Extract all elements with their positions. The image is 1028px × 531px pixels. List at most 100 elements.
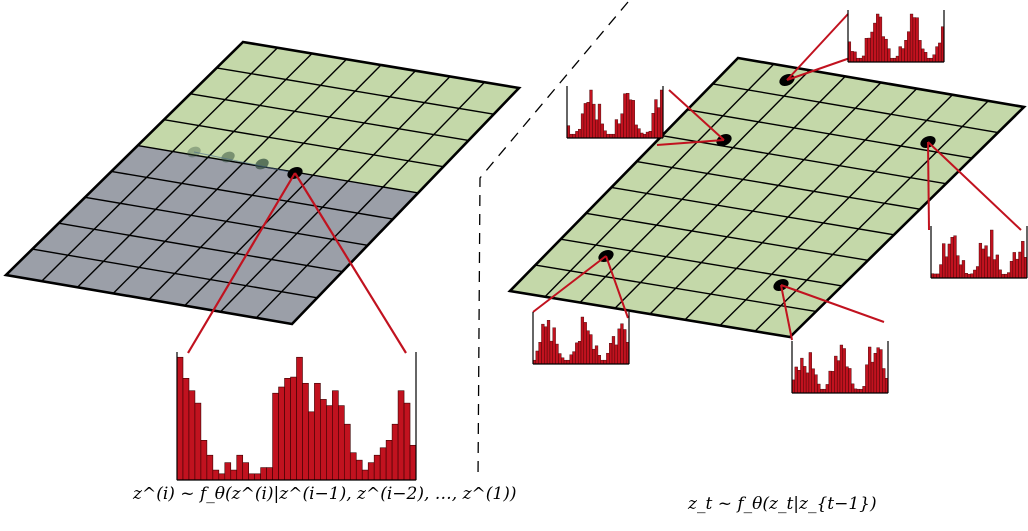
right-histogram-bar — [924, 52, 928, 63]
right-histogram-bar — [825, 384, 829, 394]
left-histogram-bar — [218, 473, 226, 481]
right-histogram-bar — [978, 242, 983, 279]
left-histogram-bar — [403, 402, 411, 481]
right-col-line — [614, 75, 846, 309]
left-histogram-bar — [338, 405, 345, 481]
right-histogram-bar — [546, 320, 551, 365]
right-histogram-bar — [535, 350, 539, 365]
right-histogram-bar — [904, 39, 908, 63]
right-histogram-bar — [909, 13, 914, 63]
right-histogram-bar — [552, 327, 556, 365]
right-histogram-bar — [981, 248, 985, 279]
left-histogram-bar — [242, 462, 250, 481]
right-histogram-bar — [921, 48, 925, 63]
right-histogram-bar — [870, 361, 875, 394]
right-histogram-bar — [578, 128, 582, 139]
right-formula: z_t ~ f_θ(z_t|z_{t−1}) — [688, 494, 877, 514]
right-histogram-bar — [620, 323, 624, 365]
right-histogram-bar — [544, 326, 548, 365]
right-histogram-bar — [592, 348, 596, 365]
right-histogram-bar — [1012, 252, 1016, 279]
right-histogram-bar — [628, 99, 633, 139]
left-histogram-bar — [284, 378, 291, 481]
right-histogram-bar — [654, 99, 658, 139]
right-col-line — [579, 69, 810, 303]
left-histogram-bar — [194, 402, 202, 481]
left-col-line — [148, 64, 382, 300]
right-histogram-bar — [845, 366, 849, 394]
left-trail-line — [193, 151, 291, 173]
right-histogram-bar — [805, 372, 810, 394]
left-col-line — [219, 76, 451, 313]
left-histogram-bar — [248, 473, 255, 481]
left-histogram-bar — [236, 454, 244, 481]
right-histogram-bar — [594, 345, 599, 365]
right-connector-line — [780, 284, 793, 341]
right-histogram-bar — [901, 48, 905, 63]
left-histogram-bar — [188, 390, 196, 481]
right-histogram-bar — [603, 130, 607, 139]
left-histogram-bar — [254, 473, 261, 481]
right-connector-line — [927, 141, 1022, 231]
right-histogram-bar — [623, 329, 627, 365]
right-histogram — [847, 10, 945, 63]
right-histogram-bar — [998, 269, 1002, 279]
right-histogram-bar — [882, 368, 886, 394]
right-histogram-bar — [950, 237, 954, 279]
left-histogram-bar — [206, 454, 214, 481]
right-histogram-bar — [895, 55, 900, 63]
right-histogram-bar — [933, 273, 937, 279]
left-histogram-bar — [314, 382, 321, 481]
right-histogram-bar — [586, 102, 590, 139]
right-histogram-bar — [995, 254, 999, 279]
right-histogram-bar — [842, 348, 846, 394]
right-histogram-bar — [1007, 272, 1011, 279]
right-histogram-bar — [912, 17, 916, 63]
left-histogram-bar — [182, 378, 190, 481]
right-connector-line — [786, 13, 849, 81]
left-histogram-bar — [409, 444, 417, 481]
right-histogram-bar — [549, 340, 553, 365]
right-col-line — [544, 63, 775, 298]
right-histogram-bar — [617, 328, 621, 365]
left-connector-line — [294, 172, 407, 354]
left-histogram-bar — [379, 447, 387, 481]
right-histogram-bar — [620, 113, 624, 139]
right-histogram-bar — [803, 366, 807, 394]
right-histogram-bar — [580, 316, 585, 365]
right-histogram-bar — [637, 128, 641, 139]
right-connector-line — [656, 139, 725, 146]
right-histogram-bar — [541, 323, 545, 365]
right-histogram-bar — [915, 17, 919, 63]
right-histogram-bar — [947, 243, 951, 279]
right-histogram-bar — [817, 383, 821, 394]
right-histogram-bar — [634, 124, 638, 139]
right-histogram-bar — [918, 40, 922, 63]
right-histogram-bar — [589, 334, 593, 365]
left-histogram-bar — [212, 469, 220, 481]
right-histogram-bar — [867, 37, 871, 63]
right-histogram-bar — [850, 51, 854, 63]
right-histogram — [532, 312, 630, 365]
right-connector-line — [927, 141, 930, 231]
right-col-line — [649, 82, 882, 315]
right-histogram-bar — [648, 130, 652, 139]
right-histogram-bar — [586, 330, 590, 365]
right-histogram-bar — [970, 273, 974, 279]
left-histogram-bar — [332, 390, 339, 481]
right-histogram-bar — [932, 54, 936, 63]
right-grid — [507, 56, 1027, 339]
right-histogram-bar — [595, 119, 599, 139]
left-grid-border — [3, 40, 522, 326]
right-histogram-bar — [939, 264, 943, 279]
right-histogram-bar — [572, 351, 576, 365]
left-histogram-bar — [308, 411, 315, 481]
left-histogram-bar — [272, 392, 279, 481]
right-histogram-bar — [589, 89, 593, 139]
left-histogram-bar — [176, 356, 184, 481]
right-histogram-bar — [935, 46, 939, 63]
right-histogram-bar — [609, 343, 613, 365]
right-histogram-bar — [876, 13, 880, 63]
right-histogram-bar — [597, 103, 602, 139]
right-histogram-bar — [1009, 261, 1014, 279]
